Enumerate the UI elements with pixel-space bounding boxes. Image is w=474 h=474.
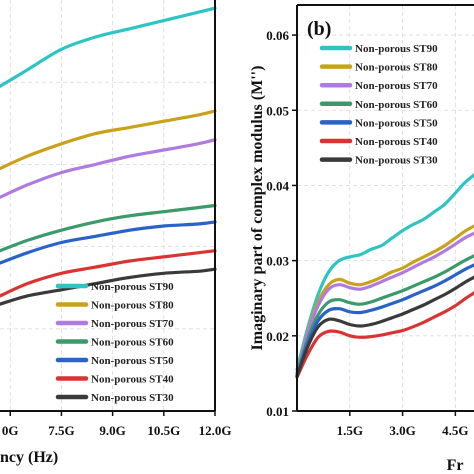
x-tick-label: 1.5G <box>337 423 363 438</box>
legend: Non-porous ST90 Non-porous ST80 Non-porous… <box>55 281 174 404</box>
legend-label: Non-porous ST70 <box>355 80 438 92</box>
x-tick-label: 9.0G <box>99 423 125 438</box>
legend-label: Non-porous ST70 <box>91 318 174 330</box>
y-tick-label: 0.05 <box>266 103 289 118</box>
series-line-st80 <box>295 224 474 375</box>
y-tick-label: 0.02 <box>266 329 289 344</box>
legend-label: Non-porous ST60 <box>355 99 438 111</box>
series-line-st70 <box>0 138 217 199</box>
x-tick-label: 3.0G <box>389 423 415 438</box>
panel-label: (b) <box>307 18 331 40</box>
panel-a-chart: 0G 7.5G 9.0G 10.5G 12.0G ncy (Hz) Non-porous S… <box>0 0 231 466</box>
y-axis-label: Imaginary part of complex modulus (M'') <box>249 66 266 351</box>
x-tick-label: 7.5G <box>48 423 74 438</box>
legend-label: Non-porous ST60 <box>91 337 174 349</box>
y-tick-label: 0.06 <box>266 28 289 43</box>
series-line-st50 <box>295 263 474 378</box>
legend-label: Non-porous ST50 <box>355 117 438 129</box>
y-tick-label: 0.04 <box>266 178 289 193</box>
y-tick-label: 0.01 <box>266 404 289 419</box>
series-line-st40 <box>295 291 474 379</box>
series-line-st60 <box>295 254 474 377</box>
series-line-st90 <box>0 6 217 88</box>
x-tick-label: 0G <box>2 423 19 438</box>
legend-label: Non-porous ST80 <box>91 300 174 312</box>
x-axis-label: Fr <box>447 457 464 474</box>
series-line-st40 <box>0 249 217 298</box>
x-axis-label: ncy (Hz) <box>0 449 58 466</box>
series-line-st90 <box>295 173 474 372</box>
series-line-st50 <box>0 220 217 265</box>
legend-label: Non-porous ST80 <box>355 62 438 74</box>
series-line-st30 <box>0 267 217 306</box>
legend-label: Non-porous ST40 <box>91 374 174 386</box>
legend-label: Non-porous ST40 <box>355 136 438 148</box>
legend-label: Non-porous ST30 <box>91 392 174 404</box>
legend: Non-porous ST90 Non-porous ST80 Non-porous… <box>319 43 438 167</box>
series-line-st70 <box>295 231 474 375</box>
legend-label: Non-porous ST90 <box>355 43 438 55</box>
x-tick-label: 10.5G <box>147 423 180 438</box>
y-tick-label: 0.03 <box>266 254 289 269</box>
legend-label: Non-porous ST50 <box>91 355 174 367</box>
legend-label: Non-porous ST30 <box>355 155 438 167</box>
panel-b-chart: 1.5G 3.0G 4.5G 0.01 0.02 0.03 0.04 0.05 0.06 Fr Im… <box>249 4 474 474</box>
series-line-st30 <box>295 275 474 378</box>
x-tick-label: 4.5G <box>442 423 468 438</box>
legend-label: Non-porous ST90 <box>91 281 174 293</box>
x-tick-label: 12.0G <box>199 423 232 438</box>
series-line-st60 <box>0 203 217 253</box>
series-line-st80 <box>0 109 217 171</box>
